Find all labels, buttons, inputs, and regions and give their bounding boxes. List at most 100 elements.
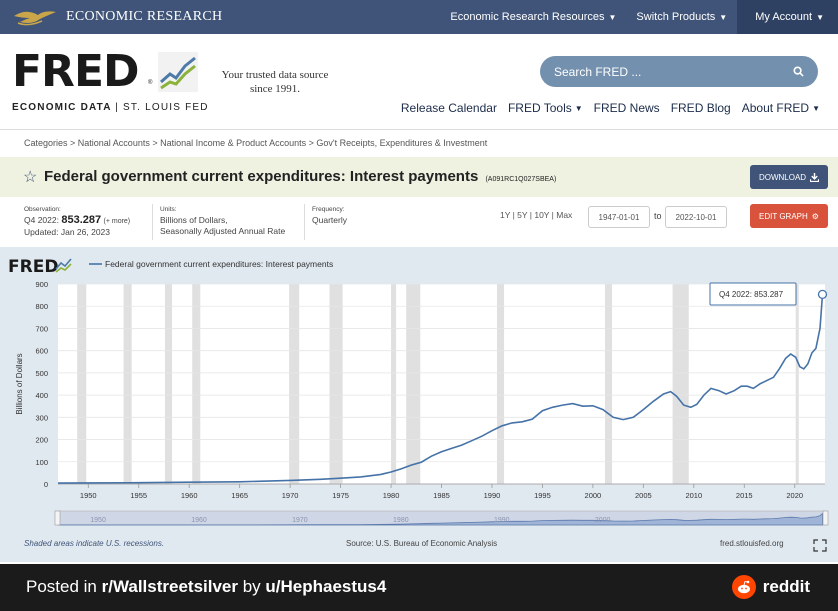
navigator-label: 1960 (191, 517, 207, 524)
recession-band (795, 284, 799, 484)
nav-label: FRED Tools (507, 101, 572, 115)
navigator-right-handle[interactable] (822, 510, 829, 526)
star-icon[interactable]: ☆ (23, 169, 38, 186)
fred-logo-wordmark[interactable]: FRED (12, 46, 140, 97)
fred-tools-menu[interactable]: FRED Tools ▼ (508, 101, 583, 115)
observation-line: Q4 2022: 853.287 (+ more) (24, 215, 130, 227)
breadcrumb[interactable]: Categories > National Accounts > Nationa… (24, 138, 488, 148)
x-tick-label: 2000 (585, 491, 602, 500)
observation-value: 853.287 (61, 214, 102, 226)
divider (152, 204, 153, 240)
top-nav: Economic Research Resources ▼ Switch Pro… (440, 0, 838, 34)
switch-products-menu[interactable]: Switch Products ▼ (626, 0, 737, 34)
recession-band (672, 284, 689, 484)
y-axis-label: Billions of Dollars (15, 353, 24, 414)
download-icon (810, 172, 820, 182)
y-tick-label: 200 (35, 436, 48, 445)
posted-in-text: Posted in r/Wallstreetsilver by u/Hephae… (26, 577, 387, 596)
units-block: Units: Billions of Dollars, Seasonally A… (160, 204, 285, 237)
logo-sub-light: | ST. LOUIS FED (115, 102, 209, 113)
divider (304, 204, 305, 240)
nav-label: About FRED (741, 101, 810, 115)
navigator[interactable]: 1950 1960 1970 1980 1990 2000 (54, 510, 829, 526)
series-title: Federal government current expenditures:… (44, 168, 556, 185)
gear-icon: ⚙ (811, 211, 819, 221)
tooltip: Q4 2022: 853.287 (709, 282, 797, 306)
x-tick-label: 2020 (786, 491, 803, 500)
recession-band (123, 284, 132, 484)
x-tick-label: 2010 (685, 491, 702, 500)
series-title-bar: ☆ Federal government current expenditure… (0, 157, 838, 197)
units-line1: Billions of Dollars, (160, 215, 228, 225)
fred-header: FRED ® ECONOMIC DATA | ST. LOUIS FED You… (0, 34, 838, 130)
y-tick-label: 0 (44, 480, 48, 489)
top-bar: ECONOMIC RESEARCH Economic Research Reso… (0, 0, 838, 34)
series-id: (A091RC1Q027SBEA) (485, 176, 557, 183)
tooltip-box (709, 282, 797, 306)
fullscreen-icon[interactable] (813, 539, 827, 552)
range-selector[interactable]: 1Y | 5Y | 10Y | Max (500, 210, 573, 220)
chevron-down-icon: ▼ (816, 12, 824, 22)
units-label: Units: (160, 206, 177, 213)
reddit-wordmark: reddit (762, 577, 810, 596)
frequency-label: Frequency: (312, 206, 345, 213)
search-placeholder: Search FRED ... (554, 64, 642, 79)
x-tick-label: 2015 (736, 491, 753, 500)
recession-band (164, 284, 173, 484)
fred-graph-logo: FRED (8, 257, 58, 277)
plot-area (58, 284, 825, 484)
source-note: Source: U.S. Bureau of Economic Analysis (346, 539, 497, 548)
observation-more[interactable]: (+ more) (103, 218, 131, 225)
fred-news-link[interactable]: FRED News (594, 101, 660, 115)
date-to-label: to (654, 211, 662, 221)
release-calendar-link[interactable]: Release Calendar (401, 101, 497, 115)
chevron-down-icon: ▼ (608, 12, 617, 22)
start-date-input[interactable]: 1947-01-01 (588, 206, 650, 228)
menu-label: Switch Products (636, 11, 716, 23)
download-button[interactable]: DOWNLOAD (750, 165, 828, 189)
search-icon[interactable] (793, 66, 804, 77)
y-tick-label: 100 (35, 458, 48, 467)
economic-research-brand[interactable]: ECONOMIC RESEARCH (12, 6, 222, 28)
x-tick-label: 1955 (130, 491, 147, 500)
download-label: DOWNLOAD (758, 172, 807, 182)
recession-band (289, 284, 300, 484)
author-name[interactable]: u/Hephaestus4 (265, 577, 387, 596)
y-tick-label: 500 (35, 369, 48, 378)
x-tick-label: 1975 (332, 491, 349, 500)
y-tick-label: 300 (35, 413, 48, 422)
y-tick-label: 600 (35, 347, 48, 356)
search-input[interactable]: Search FRED ... (540, 56, 818, 87)
observation-block: Observation: Q4 2022: 853.287 (+ more) U… (24, 204, 130, 238)
recession-band (497, 284, 505, 484)
line-chart[interactable]: FRED Federal government current expendit… (6, 250, 832, 556)
x-tick-label: 1970 (282, 491, 299, 500)
fred-blog-link[interactable]: FRED Blog (671, 101, 731, 115)
reddit-alien-icon (731, 575, 756, 599)
last-point-marker[interactable] (817, 289, 828, 300)
navigator-label: 1980 (393, 517, 409, 524)
eagle-logo-icon (14, 11, 56, 26)
registered-mark: ® (148, 80, 153, 86)
recession-band (192, 284, 201, 484)
economic-research-resources-menu[interactable]: Economic Research Resources ▼ (440, 0, 626, 34)
tooltip-text: Q4 2022: 853.287 (719, 290, 784, 299)
recession-note: Shaded areas indicate U.S. recessions. (24, 539, 164, 548)
recession-band (604, 284, 613, 484)
my-account-menu[interactable]: My Account ▼ (737, 0, 838, 34)
recession-band (391, 284, 397, 484)
logo-subtitle: ECONOMIC DATA | ST. LOUIS FED (12, 102, 209, 113)
menu-label: Economic Research Resources (450, 11, 605, 23)
edit-graph-button[interactable]: EDIT GRAPH ⚙ (750, 204, 828, 228)
end-date-input[interactable]: 2022-10-01 (665, 206, 727, 228)
navigator-left-handle[interactable] (54, 510, 61, 526)
navigator-label: 1990 (494, 517, 510, 524)
subreddit-name[interactable]: r/Wallstreetsilver (101, 577, 238, 596)
nav-label: FRED Blog (670, 101, 731, 115)
chevron-down-icon: ▼ (574, 103, 583, 113)
series-line[interactable] (57, 294, 824, 484)
fred-url[interactable]: fred.stlouisfed.org (720, 539, 784, 548)
brand-text: ECONOMIC RESEARCH (66, 9, 223, 24)
about-fred-menu[interactable]: About FRED ▼ (742, 101, 820, 115)
navigator-label: 1950 (90, 517, 106, 524)
